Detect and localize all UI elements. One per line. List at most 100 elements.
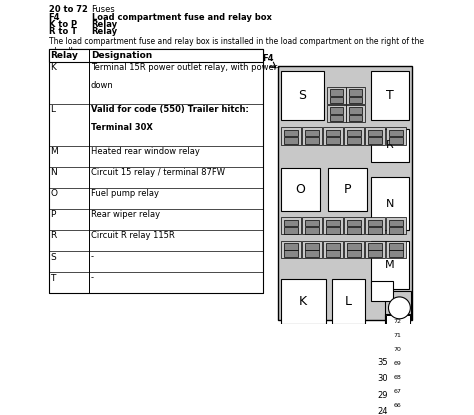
Bar — [368, 227, 383, 234]
Bar — [402, 346, 420, 362]
Text: S: S — [50, 252, 56, 261]
Bar — [389, 227, 403, 234]
Bar — [326, 227, 340, 234]
Bar — [326, 220, 340, 226]
Bar — [284, 137, 298, 144]
Bar — [382, 329, 400, 344]
Text: 29: 29 — [377, 391, 388, 400]
Bar — [405, 349, 418, 354]
Text: Designation: Designation — [91, 51, 152, 60]
Bar — [281, 279, 326, 324]
Bar — [327, 105, 346, 122]
Bar — [303, 410, 316, 415]
Bar — [320, 365, 339, 381]
Text: Relay: Relay — [50, 51, 78, 60]
Bar — [361, 389, 404, 402]
Bar — [389, 251, 403, 257]
Bar — [283, 367, 296, 373]
Bar — [305, 130, 319, 137]
Text: L: L — [50, 105, 55, 115]
Bar — [368, 137, 383, 144]
Bar — [347, 220, 361, 226]
Bar — [384, 349, 397, 354]
Bar — [347, 251, 361, 257]
Bar — [323, 241, 343, 258]
Bar — [386, 329, 410, 342]
Bar — [283, 410, 296, 415]
Bar — [280, 365, 299, 381]
Text: Relay: Relay — [91, 27, 118, 36]
Text: F4: F4 — [262, 54, 273, 63]
Text: 66: 66 — [394, 403, 402, 408]
Bar — [281, 127, 301, 144]
Bar — [283, 374, 296, 379]
Bar — [371, 241, 409, 289]
Text: N: N — [50, 168, 57, 178]
Text: Rear wiper relay: Rear wiper relay — [91, 210, 160, 220]
Bar — [323, 374, 337, 379]
Text: K: K — [299, 295, 307, 308]
Bar — [320, 346, 339, 362]
Bar — [303, 355, 316, 360]
Bar — [341, 382, 360, 398]
Bar — [386, 127, 406, 144]
Bar — [386, 399, 410, 412]
Bar — [344, 241, 364, 258]
Bar — [323, 337, 337, 343]
Bar — [329, 89, 343, 96]
Bar — [323, 391, 337, 396]
Bar — [349, 97, 362, 103]
Bar — [284, 220, 298, 226]
Bar — [283, 384, 296, 390]
Text: -: - — [91, 273, 94, 283]
Bar — [402, 329, 420, 344]
Bar — [320, 382, 339, 398]
Bar — [344, 355, 357, 360]
Bar — [284, 227, 298, 234]
Text: 70: 70 — [394, 347, 402, 352]
Bar — [305, 251, 319, 257]
Bar — [320, 401, 339, 415]
Text: R to T: R to T — [49, 27, 77, 36]
Bar — [365, 127, 385, 144]
Text: Valid for code (550) Trailer hitch:: Valid for code (550) Trailer hitch: — [91, 105, 249, 115]
Bar — [364, 337, 377, 343]
Bar — [344, 337, 357, 343]
Bar — [347, 130, 361, 137]
Bar — [323, 349, 337, 354]
Bar — [281, 168, 320, 211]
Bar — [323, 367, 337, 373]
Bar — [323, 384, 337, 390]
Bar — [368, 243, 383, 250]
Bar — [302, 127, 322, 144]
Text: O: O — [50, 189, 57, 198]
Bar — [384, 337, 397, 343]
Bar — [302, 241, 322, 258]
Text: 69: 69 — [394, 361, 402, 366]
Bar — [284, 251, 298, 257]
Bar — [346, 87, 365, 104]
Bar — [326, 137, 340, 144]
Text: F4: F4 — [49, 12, 60, 22]
Bar — [49, 49, 264, 293]
Bar — [365, 217, 385, 234]
Bar — [344, 374, 357, 379]
Text: M: M — [385, 260, 395, 270]
Text: T: T — [386, 89, 394, 102]
Text: 20 to 72: 20 to 72 — [49, 5, 88, 15]
Bar — [281, 71, 324, 120]
Bar — [364, 331, 377, 337]
Bar — [361, 373, 404, 385]
Bar — [302, 217, 322, 234]
Text: 35: 35 — [377, 358, 388, 367]
Bar — [341, 401, 360, 415]
Bar — [300, 329, 319, 344]
Bar — [386, 385, 410, 398]
Bar — [320, 329, 339, 344]
Text: M: M — [50, 147, 58, 156]
Bar — [300, 401, 319, 415]
Bar — [364, 349, 377, 354]
Bar — [344, 384, 357, 390]
Bar — [303, 403, 316, 409]
Bar — [283, 403, 296, 409]
